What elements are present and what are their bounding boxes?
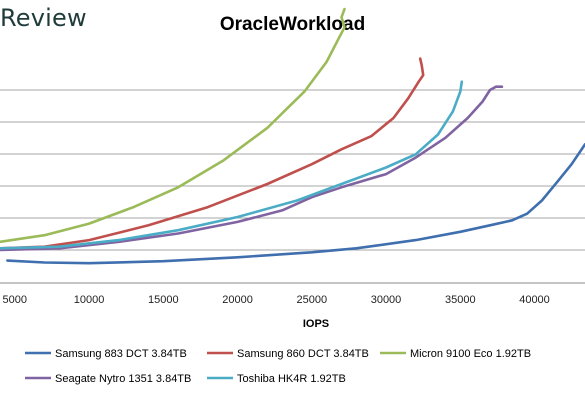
series-line-2 <box>0 57 425 250</box>
legend: Samsung 883 DCT 3.84TB Samsung 860 DCT 3.… <box>25 348 531 385</box>
legend-label: Seagate Nytro 1351 3.84TB <box>55 373 191 385</box>
x-tick-label: 5000 <box>3 294 27 306</box>
x-tick-label: 10000 <box>74 294 105 306</box>
x-tick-label: 20000 <box>222 294 253 306</box>
series-line-1 <box>6 143 585 265</box>
series-line-4 <box>0 85 504 252</box>
x-tick-label: 40000 <box>519 294 550 306</box>
legend-label: Toshiba HK4R 1.92TB <box>237 373 346 385</box>
legend-item: Toshiba HK4R 1.92TB <box>207 373 346 385</box>
legend-label: Micron 9100 Eco 1.92TB <box>410 348 531 360</box>
series-line-3 <box>0 7 346 244</box>
legend-label: Samsung 883 DCT 3.84TB <box>55 348 187 360</box>
x-tick-label: 15000 <box>148 294 179 306</box>
brand-logo: Review <box>0 4 87 32</box>
chart-title: OracleWorkload <box>219 14 366 35</box>
x-axis-ticks: 5000 10000 15000 20000 25000 30000 35000 40000 <box>3 294 550 306</box>
x-tick-label: 35000 <box>445 294 476 306</box>
x-tick-label: 25000 <box>297 294 328 306</box>
series-lines <box>0 7 585 265</box>
legend-item: Seagate Nytro 1351 3.84TB <box>25 373 191 385</box>
legend-label: Samsung 860 DCT 3.84TB <box>237 348 369 360</box>
legend-item: Samsung 883 DCT 3.84TB <box>25 348 187 360</box>
legend-item: Micron 9100 Eco 1.92TB <box>380 348 531 360</box>
gridlines <box>0 89 585 284</box>
series-line-5 <box>0 80 464 250</box>
x-tick-label: 30000 <box>371 294 402 306</box>
legend-item: Samsung 860 DCT 3.84TB <box>207 348 369 360</box>
x-axis-label: IOPS <box>303 318 329 330</box>
